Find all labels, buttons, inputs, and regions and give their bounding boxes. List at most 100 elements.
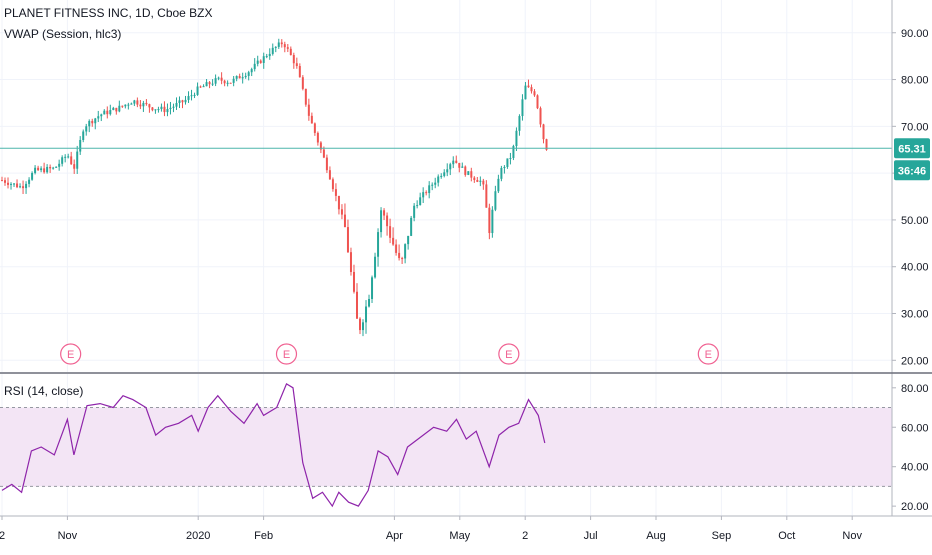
candle-body bbox=[280, 42, 283, 45]
candle-body bbox=[283, 44, 286, 48]
candle-body bbox=[181, 100, 184, 103]
rsi-legend-label[interactable]: RSI (14, close) bbox=[4, 384, 84, 398]
candle-body bbox=[473, 177, 476, 181]
price-badge-layer: 65.31 36:46 bbox=[894, 138, 930, 181]
earnings-marker bbox=[498, 343, 520, 365]
candle-body bbox=[419, 197, 422, 206]
rsi-tick-label: 80.00 bbox=[901, 383, 929, 395]
candle-body bbox=[500, 167, 503, 179]
candle-body bbox=[193, 94, 196, 96]
candle-body bbox=[124, 104, 127, 107]
candle-body bbox=[64, 156, 67, 158]
candle-body bbox=[67, 156, 70, 158]
candle-body bbox=[470, 171, 473, 178]
candle-body bbox=[304, 88, 307, 105]
time-tick-label: 2 bbox=[0, 530, 5, 542]
candle-body bbox=[97, 116, 100, 119]
candle-body bbox=[175, 102, 178, 107]
candle-body bbox=[88, 120, 91, 127]
time-tick-label: Nov bbox=[842, 530, 862, 542]
candle-body bbox=[467, 171, 470, 175]
candle-body bbox=[512, 146, 515, 158]
vwap-legend-label[interactable]: VWAP (Session, hlc3) bbox=[4, 27, 122, 41]
candle-body bbox=[31, 173, 34, 180]
candle-body bbox=[13, 183, 16, 185]
candle-body bbox=[82, 131, 85, 140]
candle-body bbox=[250, 69, 253, 73]
candle-body bbox=[73, 164, 76, 169]
candle-body bbox=[374, 256, 377, 278]
axis-layer: 20.00 30.00 40.00 50.00 60.00 70.00 80.00 90.00… bbox=[0, 0, 932, 542]
candle-body bbox=[458, 162, 461, 168]
candle-body bbox=[100, 114, 103, 117]
candle-body bbox=[452, 160, 455, 165]
candle-body bbox=[16, 183, 19, 188]
candle-body bbox=[34, 167, 37, 174]
candle-body bbox=[58, 163, 61, 167]
candle-body bbox=[1, 180, 3, 182]
candle-body bbox=[358, 318, 361, 331]
candle-body bbox=[103, 110, 106, 115]
candle-body bbox=[346, 227, 349, 253]
candle-body bbox=[235, 76, 238, 79]
earnings-marker bbox=[697, 343, 719, 365]
price-tick-label: 40.00 bbox=[901, 262, 929, 274]
candle-body bbox=[446, 169, 449, 173]
earnings-marker-label: E bbox=[505, 349, 512, 361]
time-tick-label: Sep bbox=[712, 530, 732, 542]
candle-body bbox=[22, 186, 25, 189]
candle-body bbox=[208, 82, 211, 85]
rsi-band bbox=[0, 407, 892, 487]
candle-body bbox=[491, 209, 494, 234]
earnings-marker-label: E bbox=[705, 349, 712, 361]
candle-body bbox=[46, 166, 49, 173]
candle-body bbox=[389, 226, 392, 238]
candle-body bbox=[307, 104, 310, 116]
candle-body bbox=[217, 77, 220, 79]
candle-body bbox=[365, 306, 368, 323]
candle-body bbox=[133, 100, 136, 104]
time-tick-label: 2 bbox=[522, 530, 528, 542]
candle-body bbox=[515, 130, 518, 147]
time-tick-label: Feb bbox=[254, 530, 273, 542]
candle-body bbox=[355, 291, 358, 319]
candle-body bbox=[434, 182, 437, 185]
candle-body bbox=[238, 76, 241, 79]
candle-body bbox=[229, 82, 232, 84]
candle-body bbox=[506, 158, 509, 167]
countdown-badge bbox=[894, 160, 930, 181]
candle-body bbox=[404, 244, 407, 259]
candle-body bbox=[425, 192, 428, 194]
candle-body bbox=[154, 109, 157, 111]
symbol-title[interactable]: PLANET FITNESS INC, 1D, Cboe BZX bbox=[4, 6, 213, 20]
candle-body bbox=[295, 63, 298, 67]
candle-body bbox=[316, 132, 319, 143]
candle-body bbox=[413, 205, 416, 218]
candle-body bbox=[476, 180, 479, 182]
candle-body bbox=[383, 210, 386, 216]
candle-body bbox=[172, 106, 175, 108]
candle-body bbox=[380, 210, 383, 233]
candle-body bbox=[310, 115, 313, 124]
rsi-series-layer bbox=[1, 383, 546, 508]
price-tick-label: 30.00 bbox=[901, 309, 929, 321]
candle-body bbox=[25, 183, 28, 189]
candle-body bbox=[253, 63, 256, 70]
candle-body bbox=[184, 99, 187, 103]
candle-body bbox=[392, 237, 395, 245]
candle-body bbox=[352, 271, 355, 292]
candle-body bbox=[377, 232, 380, 257]
candle-body bbox=[118, 105, 121, 112]
candle-body bbox=[256, 60, 259, 64]
candle-body bbox=[139, 104, 142, 107]
candle-body bbox=[151, 107, 154, 111]
candle-body bbox=[313, 123, 316, 133]
grid-layer bbox=[0, 0, 892, 516]
candle-body bbox=[503, 166, 506, 168]
candle-body bbox=[187, 96, 190, 100]
price-tick-label: 50.00 bbox=[901, 215, 929, 227]
rsi-band-layer bbox=[0, 407, 892, 487]
candle-body bbox=[322, 149, 325, 158]
